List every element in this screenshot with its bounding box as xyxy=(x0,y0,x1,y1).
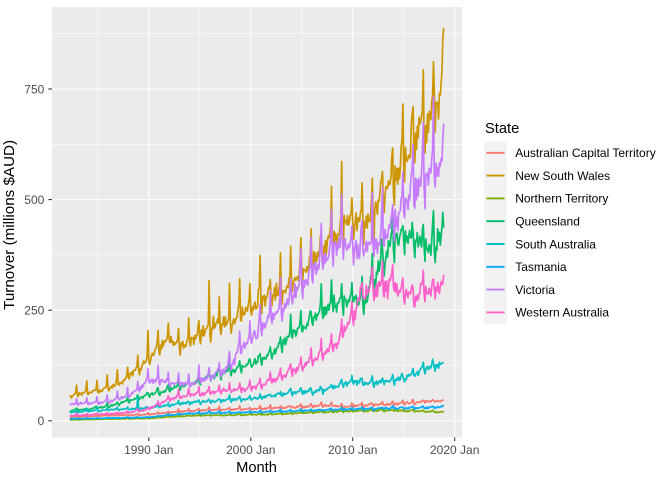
svg-text:South Australia: South Australia xyxy=(515,237,596,251)
svg-text:750: 750 xyxy=(24,82,44,96)
svg-text:2000 Jan: 2000 Jan xyxy=(226,443,275,457)
svg-text:Australian Capital Territory: Australian Capital Territory xyxy=(515,146,656,160)
svg-text:2010 Jan: 2010 Jan xyxy=(328,443,377,457)
svg-text:Northern Territory: Northern Territory xyxy=(515,192,608,206)
svg-text:1990 Jan: 1990 Jan xyxy=(124,443,173,457)
svg-text:500: 500 xyxy=(24,193,44,207)
svg-text:0: 0 xyxy=(38,414,45,428)
svg-text:New South Wales: New South Wales xyxy=(515,169,610,183)
svg-text:250: 250 xyxy=(24,304,44,318)
svg-text:Queensland: Queensland xyxy=(515,215,580,229)
svg-text:Turnover (millions $AUD): Turnover (millions $AUD) xyxy=(1,140,18,310)
svg-text:2020 Jan: 2020 Jan xyxy=(430,443,479,457)
svg-text:Victoria: Victoria xyxy=(515,283,555,297)
svg-text:State: State xyxy=(485,121,519,137)
svg-text:Month: Month xyxy=(236,460,277,476)
svg-text:Western Australia: Western Australia xyxy=(515,306,609,320)
svg-text:Tasmania: Tasmania xyxy=(515,260,567,274)
